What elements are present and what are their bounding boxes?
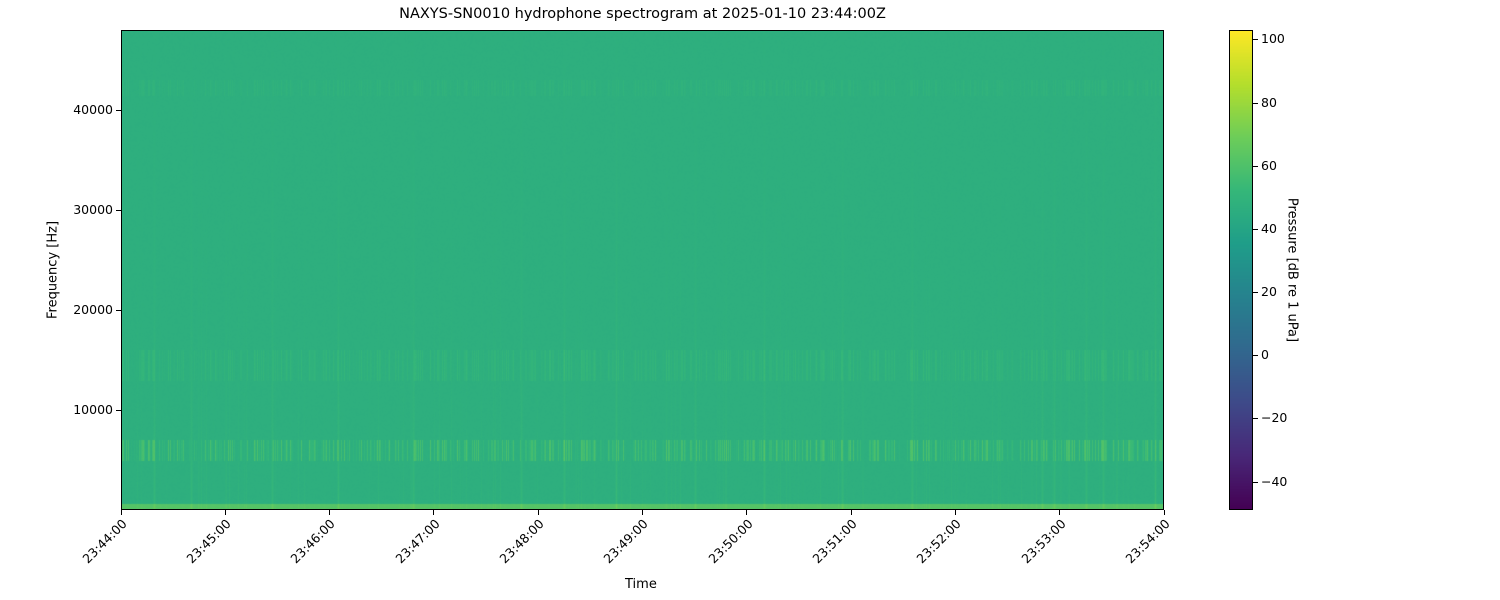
- x-tick-label: 23:47:00: [392, 516, 443, 567]
- x-tick: [746, 510, 748, 515]
- y-tick: [116, 210, 121, 211]
- spectrogram-heatmap: [121, 30, 1164, 510]
- x-axis-label: Time: [625, 577, 657, 592]
- colorbar-tick: [1253, 481, 1258, 483]
- y-tick-label: 30000: [73, 202, 113, 217]
- chart-title: NAXYS-SN0010 hydrophone spectrogram at 2…: [399, 6, 886, 22]
- colorbar-tick: [1253, 355, 1258, 357]
- x-tick-label: 23:46:00: [287, 516, 339, 567]
- x-tick: [120, 510, 122, 515]
- colorbar-tick: [1253, 165, 1258, 167]
- colorbar-tick-label: 40: [1261, 220, 1277, 236]
- x-tick: [1163, 510, 1165, 515]
- colorbar-tick: [1253, 228, 1258, 230]
- x-tick-label: 23:51:00: [809, 516, 860, 567]
- x-tick: [954, 510, 956, 515]
- y-tick-label: 20000: [73, 302, 113, 317]
- colorbar-tick-label: −40: [1261, 473, 1288, 489]
- plot-frame: [121, 30, 1164, 510]
- colorbar-tick-label: 100: [1261, 31, 1285, 47]
- colorbar-tick: [1253, 102, 1258, 104]
- x-tick-label: 23:48:00: [496, 516, 547, 567]
- x-tick: [642, 510, 643, 515]
- colorbar-tick-label: 20: [1261, 284, 1277, 300]
- colorbar-tick-label: −20: [1261, 410, 1288, 426]
- x-tick: [224, 510, 226, 515]
- y-tick: [116, 410, 121, 411]
- x-tick-label: 23:52:00: [913, 516, 965, 567]
- colorbar-tick: [1253, 292, 1258, 294]
- colorbar-tick-label: 0: [1261, 347, 1269, 363]
- x-tick-label: 23:53:00: [1018, 516, 1069, 567]
- y-tick-label: 40000: [73, 102, 113, 117]
- x-tick: [329, 510, 331, 515]
- colorbar-tick-label: 80: [1261, 94, 1277, 110]
- colorbar-tick-label: 60: [1261, 157, 1277, 173]
- x-tick: [537, 510, 539, 515]
- colorbar-tick: [1253, 418, 1258, 420]
- colorbar: [1229, 30, 1253, 510]
- x-tick-label: 23:49:00: [600, 516, 652, 567]
- x-tick-label: 23:50:00: [705, 516, 756, 567]
- x-tick: [433, 510, 435, 515]
- colorbar-label: Pressure [dB re 1 uPa]: [1284, 197, 1300, 343]
- y-tick: [116, 110, 121, 111]
- x-tick-label: 23:44:00: [79, 516, 130, 567]
- y-axis-label: Frequency [Hz]: [45, 220, 61, 320]
- y-tick: [116, 310, 121, 311]
- y-tick-label: 10000: [73, 402, 113, 417]
- colorbar-tick: [1253, 39, 1258, 41]
- x-tick-label: 23:45:00: [183, 516, 234, 567]
- x-tick: [850, 510, 852, 515]
- x-tick-label: 23:54:00: [1122, 516, 1173, 567]
- x-tick: [1059, 510, 1061, 515]
